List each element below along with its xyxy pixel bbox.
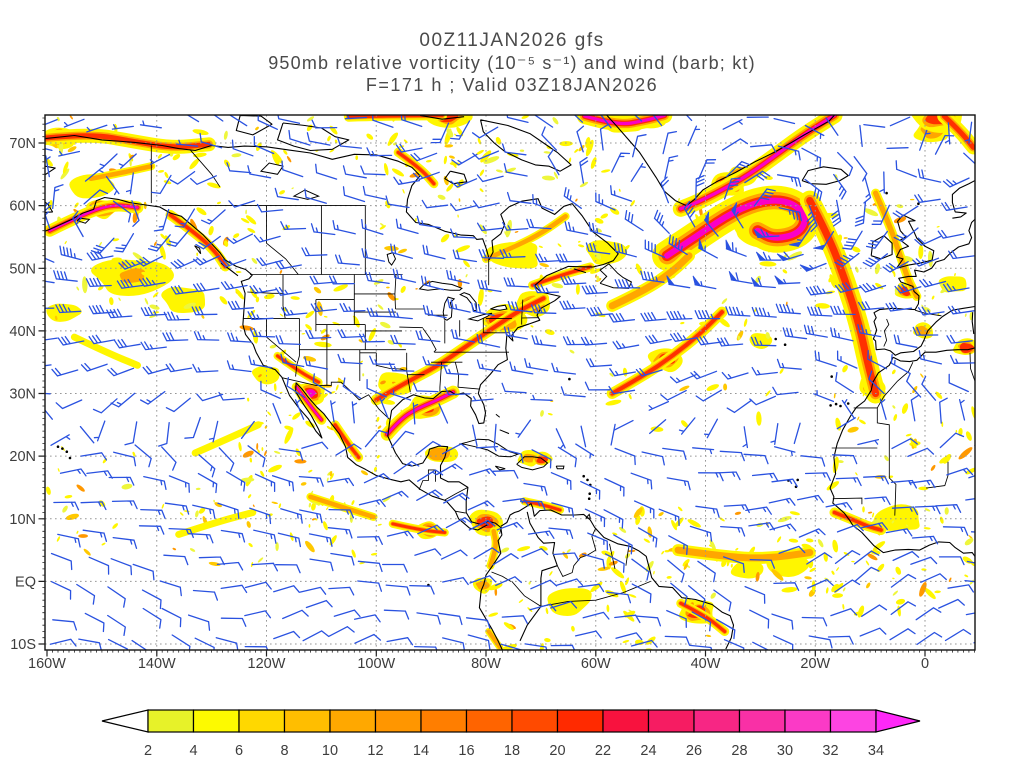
- wind-barbs: [45, 115, 975, 650]
- colorbar-cell: [829, 709, 877, 733]
- lon-tick-label: 80W: [471, 656, 501, 672]
- lon-tick-label: 160W: [28, 656, 66, 672]
- colorbar-cell: [147, 709, 195, 733]
- latitude-labels: 70N 60N 50N 40N 30N 20N 10N EQ 10S: [9, 136, 36, 653]
- colorbar-cell: [465, 709, 513, 733]
- colorbar-tick-label: 24: [640, 743, 656, 759]
- lon-tick-label: 120W: [248, 656, 286, 672]
- colorbar-tick-label: 14: [413, 743, 429, 759]
- colorbar-tick-label: 32: [822, 743, 838, 759]
- lat-tick-label: 70N: [9, 136, 36, 152]
- colorbar-tick-label: 10: [322, 743, 338, 759]
- lon-tick-label: 140W: [138, 656, 176, 672]
- colorbar-tick-label: 12: [367, 743, 383, 759]
- colorbar-cell: [283, 709, 331, 733]
- political-borders: [150, 145, 975, 607]
- colorbar-cell: [511, 709, 559, 733]
- colorbar-cell: [238, 709, 286, 733]
- colorbar-cell: [329, 709, 377, 733]
- map-frame: [44, 114, 976, 651]
- colorbar-cell: [602, 709, 650, 733]
- colorbar: 2 4 6 8 10 12 14 16 18 20 22 24 26 28 30 32 34: [101, 709, 921, 759]
- colorbar-cell: [420, 709, 468, 733]
- colorbar-tick-label: 8: [280, 743, 288, 759]
- lat-tick-label: 60N: [9, 199, 36, 215]
- lat-lon-gridlines: [45, 115, 975, 650]
- colorbar-tick-label: 28: [731, 743, 747, 759]
- axis-ticks: [38, 117, 975, 657]
- lon-tick-label: 20W: [800, 656, 830, 672]
- colorbar-under-arrow: [101, 709, 149, 733]
- colorbar-cell: [192, 709, 240, 733]
- colorbar-tick-label: 34: [868, 743, 884, 759]
- colorbar-cell: [374, 709, 422, 733]
- lat-tick-label: 50N: [9, 261, 36, 277]
- colorbar-tick-label: 18: [504, 743, 520, 759]
- colorbar-tick-label: 6: [235, 743, 243, 759]
- colorbar-cell: [647, 709, 695, 733]
- colorbar-cell: [784, 709, 832, 733]
- colorbar-cell: [556, 709, 604, 733]
- lon-tick-label: 40W: [691, 656, 721, 672]
- coastlines: [45, 115, 975, 650]
- colorbar-tick-label: 22: [595, 743, 611, 759]
- lon-tick-label: 0: [921, 656, 929, 672]
- colorbar-tick-label: 26: [686, 743, 702, 759]
- lat-tick-label: 30N: [9, 387, 36, 403]
- lon-tick-label: 60W: [581, 656, 611, 672]
- lon-tick-label: 100W: [357, 656, 395, 672]
- colorbar-tick-label: 2: [144, 743, 152, 759]
- colorbar-tick-label: 16: [458, 743, 474, 759]
- lat-tick-label: 10S: [10, 637, 36, 653]
- colorbar-tick-label: 20: [549, 743, 565, 759]
- colorbar-tick-label: 30: [777, 743, 793, 759]
- longitude-labels: 160W 140W 120W 100W 80W 60W 40W 20W 0: [28, 656, 929, 672]
- vorticity-shading: [45, 115, 975, 650]
- colorbar-cell: [693, 709, 741, 733]
- colorbar-tick-label: 4: [189, 743, 197, 759]
- lat-tick-label: 20N: [9, 449, 36, 465]
- lat-tick-label: 10N: [9, 512, 36, 528]
- lat-tick-label: 40N: [9, 324, 36, 340]
- colorbar-over-arrow: [875, 709, 921, 733]
- lat-tick-label: EQ: [15, 574, 36, 590]
- colorbar-cell: [738, 709, 786, 733]
